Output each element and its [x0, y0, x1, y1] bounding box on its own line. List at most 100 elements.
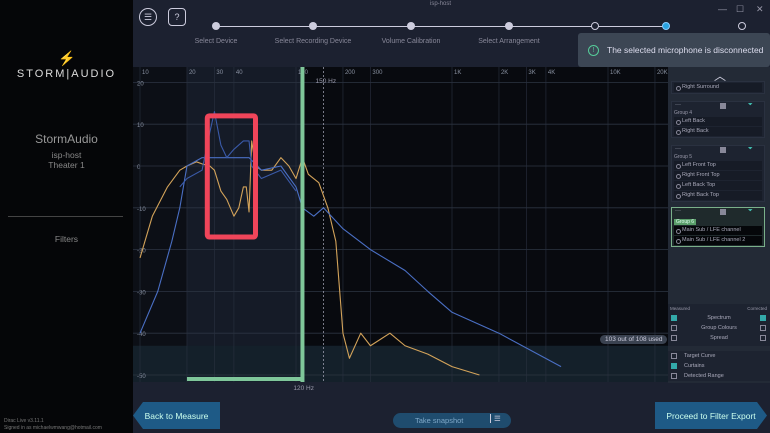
measured-checkbox[interactable] [671, 335, 677, 341]
step-label: Select Recording Device [274, 38, 352, 45]
channel-group[interactable]: ··· ⏷ Group 6 Main Sub / LFE channel Main S… [671, 207, 765, 247]
measured-checkbox[interactable] [671, 325, 677, 331]
maximize-button[interactable]: ☐ [736, 4, 745, 14]
group-menu-icon[interactable]: ··· [675, 146, 681, 152]
extra-row: Detected Range [668, 371, 770, 381]
extra-options: Target Curve Curtains Detected Range [668, 351, 770, 381]
logo-bolt-icon: ⚡ [58, 50, 76, 66]
y-tick-label: -50 [137, 374, 146, 380]
snapshot-list-icon[interactable]: ☰ [490, 414, 501, 423]
x-tick-label: 1K [454, 70, 461, 76]
theater-name: Theater 1 [48, 160, 85, 170]
step-4[interactable] [591, 22, 599, 30]
scroll-up-icon[interactable]: ︿ [714, 69, 727, 83]
proceed-to-filter-export-button[interactable]: Proceed to Filter Export [655, 402, 767, 429]
measured-label: Measured [670, 306, 691, 311]
corrected-checkbox[interactable] [760, 335, 766, 341]
minimize-button[interactable]: — [718, 4, 727, 14]
divider [8, 216, 123, 217]
x-tick-label: 4K [548, 70, 555, 76]
option-label: Group Colours [701, 325, 737, 331]
channel-item[interactable]: Right Front Top [674, 171, 762, 180]
group-menu-icon[interactable]: ··· [675, 102, 681, 108]
menu-button[interactable]: ☰ [139, 8, 157, 26]
toast-notification: ! The selected microphone is disconnected [578, 33, 770, 67]
x-tick-label: 20K [657, 70, 668, 76]
channel-item[interactable]: Main Sub / LFE channel 2 [674, 236, 762, 245]
step-2[interactable] [407, 22, 415, 30]
group-visibility-icon[interactable]: ⏷ [748, 102, 753, 108]
curtain-handle-bottom [186, 377, 303, 381]
display-row: Spectrum [668, 313, 770, 323]
step-0[interactable] [212, 22, 220, 30]
x-tick-label: 3K [528, 70, 535, 76]
group-menu-icon[interactable]: ··· [675, 208, 681, 214]
channel-item[interactable]: Right Surround [674, 83, 762, 92]
y-tick-label: -30 [137, 290, 146, 296]
option-label: Detected Range [684, 373, 724, 379]
channel-group[interactable]: ··· ⏷ Group 4 Left Back Right Back [671, 101, 765, 138]
y-tick-label: -40 [137, 332, 146, 338]
channel-item[interactable]: Main Sub / LFE channel [674, 226, 762, 235]
group-visibility-icon[interactable]: ⏷ [748, 208, 753, 214]
channel-group[interactable]: ··· ⏷ Group 5 Left Front Top Right Front To… [671, 145, 765, 202]
group-header: ··· ⏷ [672, 208, 764, 216]
response-curve-1 [139, 157, 562, 368]
info-icon: ! [588, 44, 599, 56]
take-snapshot-button[interactable]: Take snapshot ☰ [393, 413, 511, 428]
channel-item[interactable]: Left Front Top [674, 161, 762, 170]
option-label: Curtains [684, 363, 705, 369]
frequency-response-chart[interactable]: 20100-10-20-30-40-50102030401002003001K2… [133, 67, 668, 392]
extra-checkbox[interactable] [671, 353, 677, 359]
response-curve-2 [179, 111, 297, 192]
host-name: isp-host [51, 150, 82, 160]
step-5[interactable] [662, 22, 670, 30]
y-tick-label: 10 [137, 123, 144, 129]
sidebar-item-filters[interactable]: Filters [54, 234, 79, 244]
channel-item[interactable]: Left Back Top [674, 181, 762, 190]
marker-label: 150 Hz [315, 78, 336, 85]
x-tick-label: 30 [216, 70, 223, 76]
step-label: Volume Calibration [381, 38, 441, 45]
extra-checkbox[interactable] [671, 363, 677, 369]
help-button[interactable]: ? [168, 8, 186, 26]
logo: STORM|AUDIO [16, 68, 117, 80]
step-1[interactable] [309, 22, 317, 30]
y-tick-label: 0 [137, 165, 141, 171]
x-tick-label: 10 [142, 70, 149, 76]
y-tick-label: 20 [137, 81, 144, 87]
group-name: Group 4 [674, 110, 693, 116]
group-link-icon[interactable] [720, 103, 726, 109]
close-button[interactable]: ✕ [756, 4, 764, 14]
x-tick-label: 40 [236, 70, 243, 76]
group-visibility-icon[interactable]: ⏷ [748, 146, 753, 152]
group-header: ··· ⏷ [672, 102, 764, 110]
channel-group[interactable]: Right Surround [671, 81, 765, 94]
measured-checkbox[interactable] [671, 315, 677, 321]
back-to-measure-button[interactable]: Back to Measure [133, 402, 220, 429]
x-tick-label: 2K [501, 70, 508, 76]
snapshot-label: Take snapshot [415, 416, 464, 425]
option-label: Spread [710, 335, 728, 341]
x-tick-label: 200 [345, 70, 356, 76]
signed-in-text: Signed in as michaelwmwang@hotmail.com [4, 425, 102, 431]
display-row: Spread [668, 333, 770, 343]
chart-svg: 20100-10-20-30-40-50102030401002003001K2… [133, 67, 668, 392]
step-3[interactable] [505, 22, 513, 30]
display-options: Measured Corrected Spectrum Group Colours… [668, 304, 770, 346]
group-link-icon[interactable] [720, 209, 726, 215]
window-title: isp-host [430, 1, 452, 7]
option-label: Target Curve [684, 353, 716, 359]
channel-item[interactable]: Left Back [674, 117, 762, 126]
corrected-label: Corrected [747, 306, 767, 311]
device-name: StormAudio [35, 132, 98, 146]
corrected-checkbox[interactable] [760, 315, 766, 321]
group-link-icon[interactable] [720, 147, 726, 153]
channel-item[interactable]: Right Back Top [674, 191, 762, 200]
step-6[interactable] [738, 22, 746, 30]
filter-usage-badge: 103 out of 108 used [600, 335, 668, 344]
progress-line [216, 26, 666, 27]
extra-checkbox[interactable] [671, 373, 677, 379]
corrected-checkbox[interactable] [760, 325, 766, 331]
channel-item[interactable]: Right Back [674, 127, 762, 136]
